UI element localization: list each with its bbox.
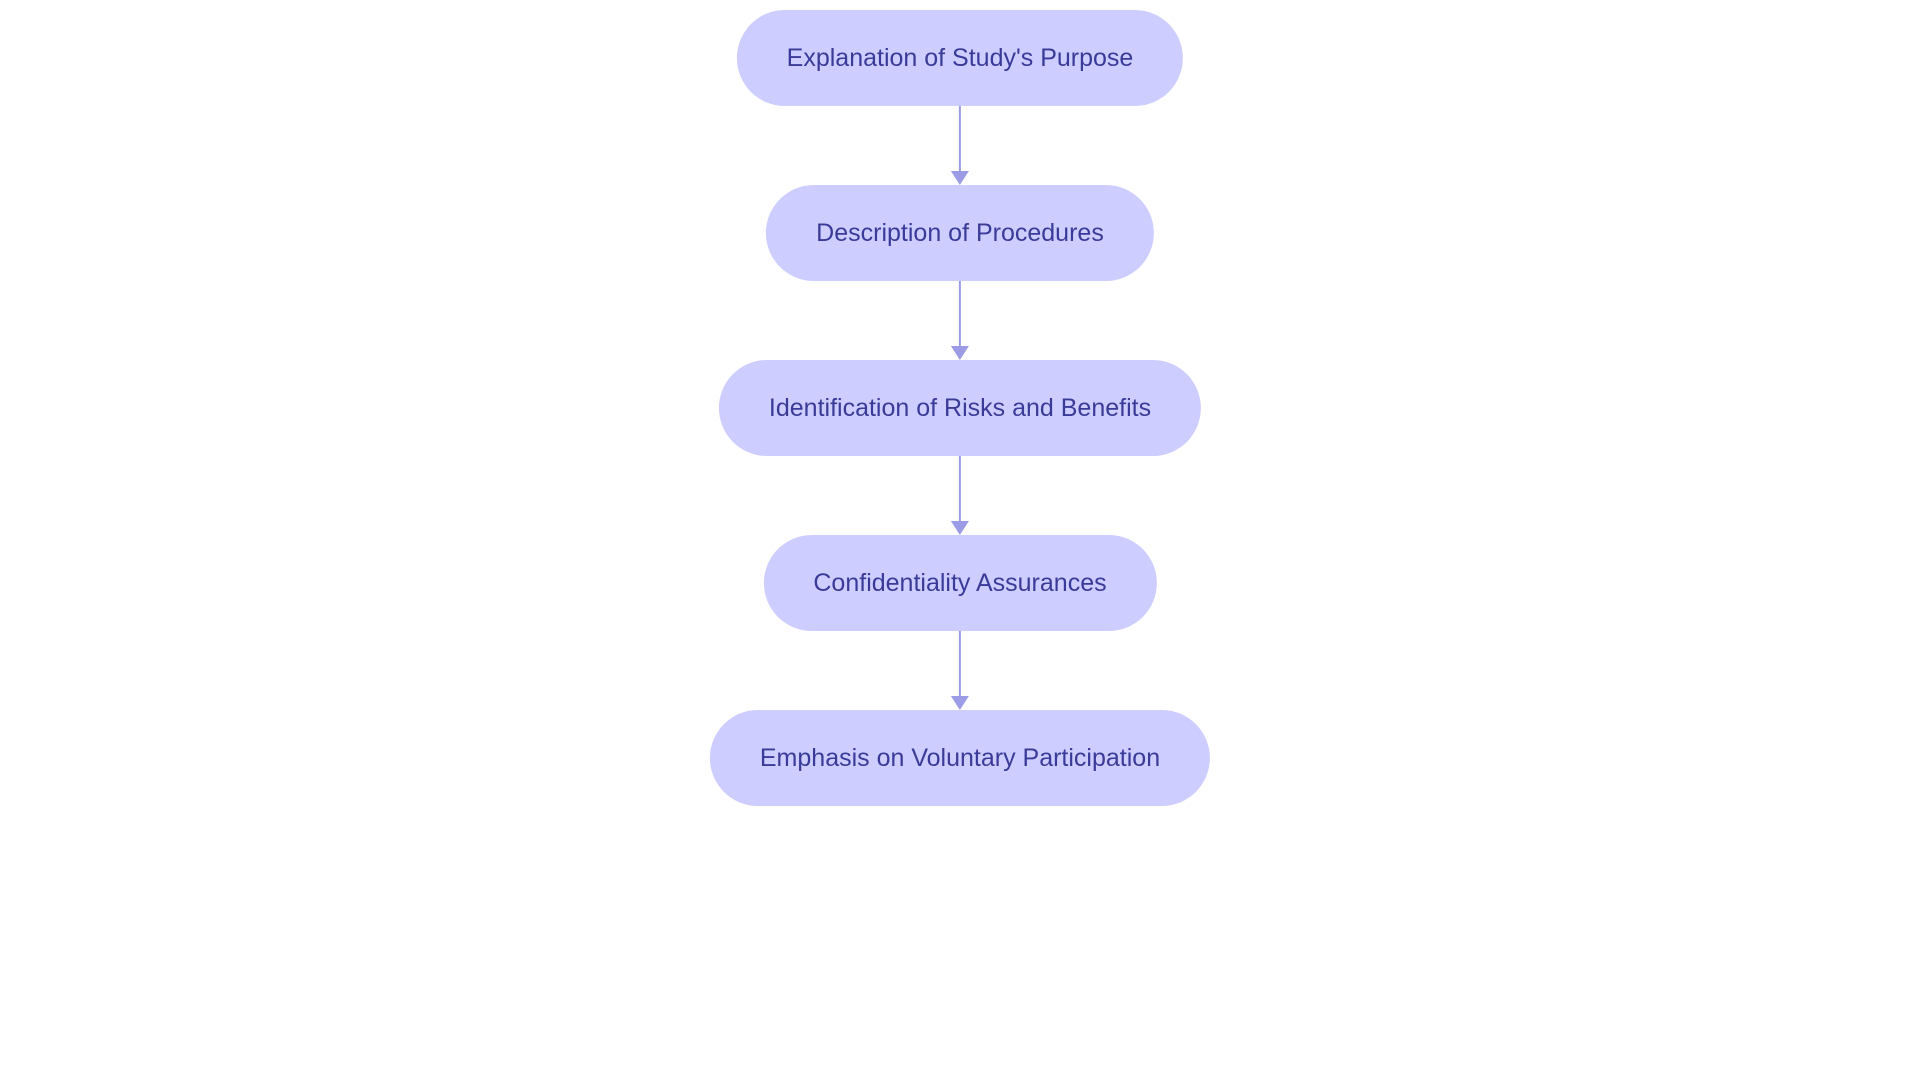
arrow-head-icon [951, 346, 969, 360]
flowchart-arrow [951, 456, 969, 535]
arrow-line [959, 106, 962, 171]
arrow-head-icon [951, 171, 969, 185]
flowchart-arrow [951, 106, 969, 185]
arrow-line [959, 456, 962, 521]
arrow-line [959, 281, 962, 346]
arrow-line [959, 631, 962, 696]
arrow-head-icon [951, 696, 969, 710]
arrow-head-icon [951, 521, 969, 535]
flowchart-node: Description of Procedures [766, 185, 1154, 281]
flowchart-arrow [951, 281, 969, 360]
flowchart-node: Explanation of Study's Purpose [737, 10, 1184, 106]
flowchart-node: Identification of Risks and Benefits [719, 360, 1201, 456]
flowchart-container: Explanation of Study's Purpose Descripti… [710, 10, 1210, 806]
flowchart-arrow [951, 631, 969, 710]
flowchart-node: Confidentiality Assurances [763, 535, 1156, 631]
flowchart-node: Emphasis on Voluntary Participation [710, 710, 1210, 806]
